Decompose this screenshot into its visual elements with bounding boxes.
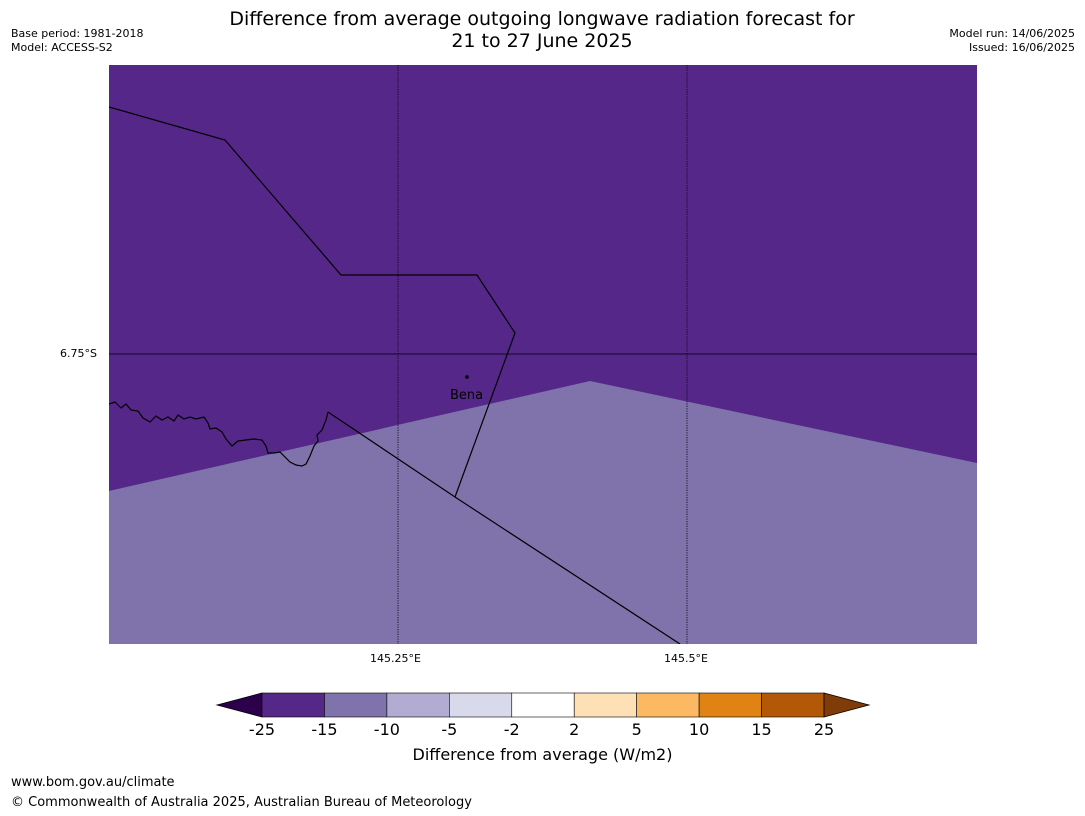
colorbar-segment — [761, 692, 825, 718]
colorbar-tick-label: 2 — [569, 720, 580, 739]
colorbar-extend-low — [215, 692, 263, 718]
lon-label: 145.25°E — [370, 652, 421, 665]
colorbar-segment — [511, 692, 575, 718]
colorbar-segment — [449, 692, 513, 718]
run-info: Model run: 14/06/2025 Issued: 16/06/2025 — [949, 27, 1075, 55]
colorbar-tick-label: -2 — [503, 720, 520, 739]
bena-marker — [465, 375, 469, 379]
colorbar-tick-label: 5 — [631, 720, 642, 739]
base-period: Base period: 1981-2018 — [11, 27, 144, 40]
place-label-bena: Bena — [450, 388, 484, 403]
colorbar-tick-label: 25 — [813, 720, 835, 739]
footer-copyright: © Commonwealth of Australia 2025, Austra… — [11, 795, 472, 810]
lon-label: 145.5°E — [664, 652, 708, 665]
colorbar-segment — [636, 692, 700, 718]
colorbar-tick-label: -15 — [311, 720, 338, 739]
map-title: Difference from average outgoing longwav… — [142, 8, 942, 52]
colorbar-extend-high — [823, 692, 871, 718]
base-info: Base period: 1981-2018 Model: ACCESS-S2 — [11, 27, 143, 55]
colorbar-tick-label: -10 — [373, 720, 400, 739]
colorbar-segment — [698, 692, 762, 718]
issued-date: Issued: 16/06/2025 — [968, 41, 1075, 54]
title-line-2: 21 to 27 June 2025 — [451, 30, 633, 52]
colorbar-segment — [324, 692, 388, 718]
province-boundary — [109, 106, 516, 498]
colorbar-tick-label: -25 — [248, 720, 276, 739]
colorbar-tick-label: 10 — [688, 720, 710, 739]
lat-label: 6.75°S — [60, 347, 97, 360]
colorbar-tick-label: -5 — [441, 720, 458, 739]
colorbar-segment — [261, 692, 325, 718]
title-line-1: Difference from average outgoing longwav… — [229, 8, 855, 30]
colorbar-segment — [573, 692, 637, 718]
model-run: Model run: 14/06/2025 — [949, 27, 1075, 40]
map-area — [109, 65, 977, 644]
colorbar-segment — [386, 692, 450, 718]
model-name: Model: ACCESS-S2 — [11, 41, 113, 54]
colorbar-tick-label: 15 — [751, 720, 772, 739]
province-boundary — [327, 411, 681, 644]
coastline — [109, 401, 329, 467]
colorbar — [215, 692, 871, 718]
footer-url: www.bom.gov.au/climate — [11, 775, 175, 790]
colorbar-label: Difference from average (W/m2) — [412, 745, 673, 764]
anomaly-region-light — [109, 381, 977, 644]
